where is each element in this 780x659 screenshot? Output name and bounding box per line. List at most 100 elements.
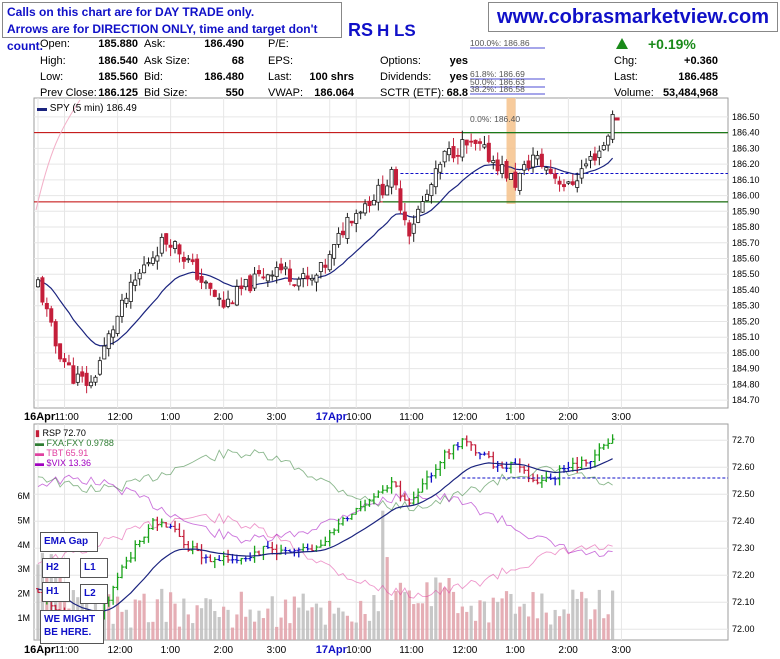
- candle-body: [97, 360, 102, 375]
- candle-body: [195, 258, 200, 280]
- candle-body: [217, 297, 222, 300]
- lower-x-tick: 2:00: [214, 645, 234, 656]
- candle-body: [208, 282, 213, 289]
- candle-body: [292, 284, 297, 287]
- volume-bar: [107, 594, 111, 640]
- pe-label: P/E:: [268, 38, 289, 50]
- last-label: Last:: [268, 71, 292, 83]
- volume-bar: [372, 595, 376, 640]
- candle-body: [380, 183, 385, 196]
- upper-y-tick: 185.90: [732, 206, 760, 216]
- vwap-value: 186.064: [314, 87, 354, 99]
- volume-bar: [244, 616, 248, 640]
- upper-x-tick: 1:00: [505, 412, 525, 423]
- candle-body: [89, 381, 94, 387]
- volume-bar: [195, 605, 199, 640]
- candle-body: [606, 135, 611, 146]
- volume-bar: [345, 615, 349, 640]
- candle-body: [71, 365, 76, 384]
- candle-body: [544, 167, 549, 171]
- fib-label: 38.2%: 186.58: [470, 84, 525, 94]
- candle-body: [142, 264, 147, 274]
- lower-y-tick: 72.30: [732, 543, 755, 553]
- volume-bar: [191, 623, 195, 640]
- volume-bar: [438, 582, 442, 640]
- website-banner[interactable]: www.cobrasmarketview.com: [488, 2, 778, 32]
- candle-body: [447, 148, 452, 156]
- volume-bar: [288, 623, 292, 640]
- upper-y-tick: 186.20: [732, 159, 760, 169]
- candle-body: [332, 244, 337, 259]
- upper-legend: ▬ SPY (5 min) 186.49: [37, 103, 137, 114]
- fib-label: 0.0%: 186.40: [470, 114, 520, 124]
- sctr-value: 68.8: [446, 87, 468, 99]
- high-label: High:: [40, 55, 66, 67]
- volume-label: Volume:: [614, 87, 654, 99]
- candle-body: [111, 329, 116, 338]
- candle-body: [318, 262, 323, 272]
- candle-body: [186, 258, 191, 261]
- volume-bar: [482, 601, 487, 640]
- candle-body: [575, 180, 580, 188]
- lower-y-tick: 72.50: [732, 489, 755, 499]
- vwap-label: VWAP:: [268, 87, 304, 99]
- ask-size-label: Ask Size:: [144, 55, 190, 67]
- volume-bar: [597, 589, 601, 640]
- volume-bar: [425, 582, 429, 640]
- up-arrow-icon: [616, 38, 628, 49]
- upper-y-tick: 185.50: [732, 269, 760, 279]
- dividends-value: yes: [449, 71, 468, 83]
- volume-bar: [381, 510, 385, 640]
- volume-bar: [248, 609, 252, 640]
- fib-label: 50.0%: 186.63: [470, 77, 525, 87]
- volume-bar: [580, 591, 584, 640]
- volume-bar: [540, 593, 544, 640]
- candle-body: [234, 286, 239, 306]
- candle-body: [517, 172, 522, 191]
- volume-bar: [412, 604, 416, 640]
- candle-body: [371, 199, 376, 206]
- candle-body: [385, 185, 390, 196]
- volume-bar: [306, 610, 310, 640]
- volume-bar: [319, 607, 323, 640]
- candle-body: [429, 184, 434, 197]
- ask-value: 186.490: [204, 38, 244, 50]
- volume-bar: [544, 612, 548, 640]
- volume-bar: [146, 622, 151, 640]
- upper-x-tick: 1:00: [161, 412, 181, 423]
- volume-bar: [120, 611, 124, 640]
- volume-bar: [155, 599, 159, 640]
- volume-tick: 2M: [17, 589, 30, 599]
- volume-bar: [323, 624, 327, 640]
- volume-bar: [177, 626, 182, 640]
- candle-body: [261, 276, 266, 279]
- volume-bar: [275, 626, 279, 640]
- volume-bar: [169, 592, 173, 640]
- dividends-label: Dividends:: [380, 71, 432, 83]
- upper-x-tick: 3:00: [611, 412, 631, 423]
- upper-legend-text: SPY (5 min) 186.49: [49, 103, 137, 114]
- high-value: 186.540: [98, 55, 138, 67]
- candle-body: [597, 150, 602, 159]
- upper-y-tick: 184.70: [732, 395, 760, 405]
- volume-bar: [151, 621, 155, 640]
- candle-body: [279, 263, 284, 271]
- candle-body: [531, 154, 536, 168]
- candle-body: [102, 345, 107, 360]
- volume-bar: [173, 603, 177, 640]
- candle-body: [491, 160, 496, 164]
- volume-bar: [398, 582, 403, 640]
- volume-bar: [138, 600, 142, 640]
- chg-label: Chg:: [614, 55, 638, 67]
- volume-bar: [376, 611, 380, 640]
- candle-body: [40, 277, 45, 303]
- volume-bar: [566, 613, 570, 640]
- candle-body: [358, 211, 363, 214]
- volume-bar: [204, 598, 208, 640]
- l2-label: L2: [80, 584, 108, 604]
- candle-body: [49, 308, 54, 323]
- volume-bar: [363, 613, 367, 640]
- volume-bar: [549, 624, 553, 640]
- volume-bar: [469, 605, 473, 640]
- disclaimer-line-1: Calls on this chart are for DAY TRADE on…: [7, 5, 255, 19]
